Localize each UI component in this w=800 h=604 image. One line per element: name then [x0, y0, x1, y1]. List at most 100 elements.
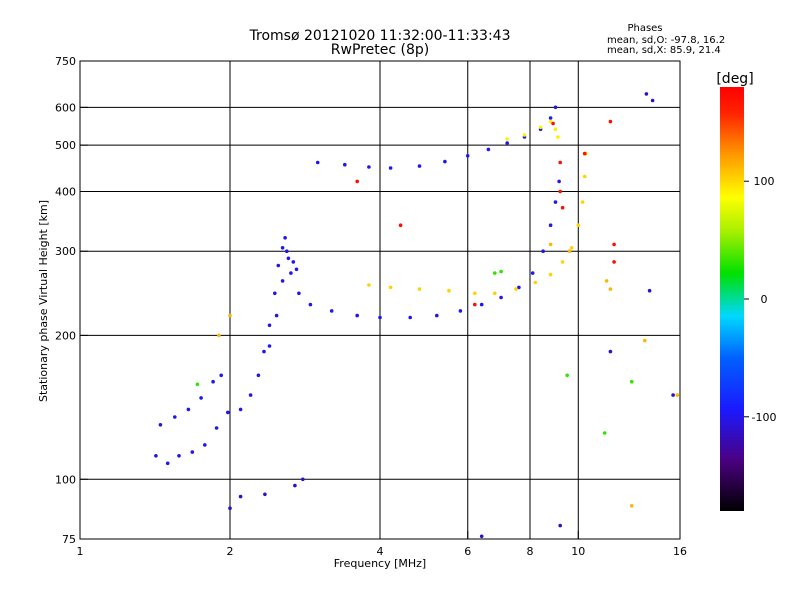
- data-point: [612, 260, 616, 264]
- data-point: [493, 271, 497, 275]
- data-point: [195, 382, 200, 387]
- x-axis-label: Frequency [MHz]: [334, 557, 426, 570]
- data-point: [398, 223, 403, 227]
- data-point: [675, 393, 680, 397]
- data-point: [293, 483, 297, 488]
- data-point: [522, 133, 527, 137]
- data-point: [517, 285, 521, 290]
- data-points: [154, 92, 680, 539]
- data-point: [493, 291, 497, 296]
- data-point: [280, 279, 285, 283]
- data-point: [505, 141, 510, 145]
- data-point: [186, 407, 191, 412]
- data-point: [267, 344, 272, 348]
- data-point: [294, 267, 299, 272]
- data-point: [219, 373, 223, 378]
- data-point: [291, 260, 296, 264]
- data-point: [580, 200, 585, 204]
- data-point: [199, 396, 203, 400]
- data-point: [388, 285, 393, 290]
- data-point: [558, 189, 562, 194]
- data-point: [329, 309, 334, 313]
- y-tick-label: 500: [55, 139, 76, 152]
- data-point: [173, 415, 177, 419]
- data-point: [165, 461, 170, 466]
- data-point: [465, 154, 470, 158]
- data-point: [285, 249, 289, 253]
- data-point: [267, 323, 272, 328]
- data-point: [447, 288, 451, 293]
- data-point: [499, 269, 503, 274]
- data-point: [458, 309, 463, 313]
- data-point: [647, 288, 652, 293]
- data-point: [560, 260, 565, 264]
- data-point: [214, 426, 219, 430]
- x-tick-label: 6: [464, 545, 471, 558]
- data-point: [308, 302, 313, 307]
- data-point: [650, 98, 655, 103]
- data-point: [643, 338, 647, 343]
- data-point: [190, 450, 195, 454]
- data-point: [248, 393, 253, 397]
- y-tick-label: 750: [55, 55, 76, 68]
- data-point: [560, 205, 565, 210]
- data-point: [273, 291, 277, 296]
- y-tick-label: 600: [55, 101, 76, 114]
- data-point: [367, 283, 371, 287]
- data-point: [629, 379, 634, 384]
- data-point: [551, 121, 555, 126]
- grid-lines: [80, 61, 680, 539]
- data-point: [608, 349, 613, 354]
- data-point: [576, 223, 581, 227]
- x-tick-label: 8: [527, 545, 534, 558]
- data-point: [226, 410, 230, 415]
- y-tick-label: 300: [55, 245, 76, 258]
- data-point: [154, 454, 158, 458]
- x-tick-label: 1: [77, 545, 84, 558]
- data-point: [479, 302, 484, 307]
- data-point: [499, 295, 503, 300]
- data-point: [473, 302, 477, 307]
- chart-subtitle: RwPretec (8p): [331, 42, 429, 58]
- data-point: [289, 271, 293, 275]
- x-tick-label: 4: [377, 545, 384, 558]
- data-point: [315, 160, 320, 165]
- data-point: [276, 263, 281, 268]
- data-point: [443, 159, 447, 164]
- y-tick-label: 200: [55, 329, 76, 342]
- data-point: [388, 166, 393, 170]
- data-point: [378, 315, 382, 320]
- data-point: [548, 119, 553, 124]
- data-point: [203, 443, 207, 447]
- data-point: [530, 271, 535, 275]
- colorbar-label: [deg]: [716, 71, 753, 87]
- y-tick-label: 75: [62, 533, 76, 546]
- colorbar-tick-label: 100: [754, 175, 775, 188]
- colorbar-tick-label: 0: [761, 293, 768, 306]
- data-point: [558, 523, 562, 528]
- data-point: [671, 393, 675, 397]
- colorbar-tick-label: -100: [752, 411, 777, 424]
- data-point: [435, 313, 439, 318]
- data-point: [608, 287, 613, 291]
- data-point: [541, 249, 545, 253]
- y-axis-label: Stationary phase Virtual Height [km]: [37, 200, 50, 402]
- data-point: [553, 127, 558, 131]
- data-point: [343, 162, 347, 167]
- data-point: [262, 349, 266, 354]
- axis-ticks: 1 2 4 6 8 10 16 75 100 200 300 400 500 600 750: [55, 55, 687, 558]
- colorbar-gradient: [720, 87, 744, 511]
- data-point: [556, 135, 560, 139]
- data-point: [158, 423, 163, 427]
- data-point: [408, 315, 413, 320]
- data-point: [553, 200, 558, 204]
- data-point: [538, 125, 543, 130]
- data-point: [228, 313, 232, 318]
- data-point: [301, 477, 305, 482]
- data-point: [548, 116, 553, 120]
- data-point: [263, 492, 267, 497]
- data-point: [417, 287, 422, 291]
- data-point: [604, 279, 609, 283]
- data-point: [505, 137, 510, 141]
